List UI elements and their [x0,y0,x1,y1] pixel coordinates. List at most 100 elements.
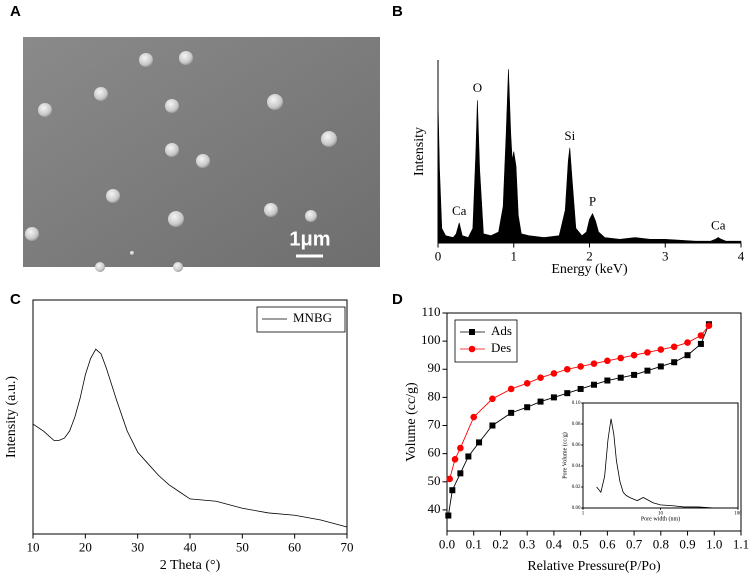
x-tick-label: 0.8 [653,536,669,551]
data-point [577,363,584,370]
peak-label: Ca [452,203,467,218]
legend-label: Ads [491,323,512,338]
data-point [644,367,651,374]
x-tick-label: 10 [27,539,40,554]
data-point [457,470,464,477]
y-tick-label: 90 [428,360,441,375]
data-point [523,380,531,387]
data-point [617,374,624,381]
y-tick-label: 0.00 [572,506,581,511]
legend-label: Des [491,340,511,355]
data-point [604,357,611,365]
particles [25,51,337,272]
y-tick-label: 70 [428,417,441,432]
x-tick-label: 70 [341,539,354,554]
y-axis-label: Pore Volume (cc/g) [561,432,568,478]
data-point [697,332,705,339]
x-axis-label: Energy (keV) [551,262,628,277]
data-point [670,343,678,351]
peak-label: Ca [711,217,726,232]
y-tick-label: 60 [428,445,441,460]
data-point [563,365,571,373]
x-tick-label: 4 [738,248,745,263]
data-point [630,351,638,359]
y-axis-label: Volume (cc/g) [404,382,419,462]
panel-label: A [10,3,21,20]
legend-marker [469,329,475,335]
data-point [446,475,453,483]
plot-frame [446,312,742,532]
x-tick-label: 3 [662,248,669,263]
x-tick-label: 0.4 [546,536,563,551]
x-tick-label: 0.9 [679,536,695,551]
data-point [457,444,464,452]
data-point [684,352,691,359]
series-line [447,324,710,516]
data-point [524,404,531,411]
data-point [657,346,665,353]
legend-label: MNBG [293,310,332,325]
y-tick-label: 40 [428,501,441,516]
data-point [644,349,651,356]
data-point [671,359,678,366]
x-tick-label: 1 [511,248,518,263]
x-tick-label: 0 [435,248,442,263]
x-tick-label: 0.5 [573,536,589,551]
data-point [470,413,478,421]
data-point [465,453,472,460]
series-line [32,348,348,528]
data-point [451,455,459,463]
x-tick-label: 30 [131,539,144,554]
y-tick-label: 0.06 [572,443,581,448]
y-tick-label: 0.04 [572,464,581,469]
x-tick-label: 100 [734,512,742,517]
y-axis-label: Intensity (a.u.) [4,376,19,458]
y-tick-label: 0.10 [572,401,581,406]
data-point [684,339,691,346]
legend-marker [468,345,476,353]
x-tick-label: 20 [79,539,92,554]
data-point [445,512,452,519]
x-tick-label: 0.7 [626,536,643,551]
data-point [697,340,704,347]
data-point [507,385,515,393]
x-tick-label: 0.6 [599,536,616,551]
data-point [537,398,544,405]
y-tick-label: 80 [428,388,441,403]
data-point [617,354,625,362]
x-tick-label: 0.1 [466,536,482,551]
y-tick-label: 50 [428,473,441,488]
x-tick-label: 1 [582,512,585,517]
data-point [591,381,597,388]
data-point [604,377,611,384]
data-point [564,390,571,397]
data-point [705,322,713,329]
y-tick-label: 0.08 [572,422,581,427]
x-tick-label: 60 [288,539,301,554]
x-tick-label: 0.3 [519,536,535,551]
peak-label: Si [564,128,575,143]
data-point [489,395,496,403]
y-tick-label: 0.02 [572,485,581,490]
data-point [449,487,456,494]
y-tick-label: 100 [421,332,441,347]
y-tick-label: 110 [421,304,440,319]
data-point [476,439,483,446]
x-axis-label: 2 Theta (°) [160,558,221,573]
x-tick-label: 40 [184,539,197,554]
data-point [631,371,638,378]
data-point [537,374,544,381]
x-tick-label: 0.2 [492,536,508,551]
x-tick-label: 10 [658,512,664,517]
data-point [657,363,664,370]
x-tick-label: 1.0 [706,536,722,551]
sem-background [23,37,380,267]
x-axis-label: Pore width (nm) [641,515,680,522]
panel-label: C [10,291,21,308]
data-point [550,370,558,377]
data-point [508,409,515,416]
peak-label: O [473,80,482,95]
scale-bar-label: 1μm [289,228,330,250]
x-tick-label: 2 [586,248,593,263]
